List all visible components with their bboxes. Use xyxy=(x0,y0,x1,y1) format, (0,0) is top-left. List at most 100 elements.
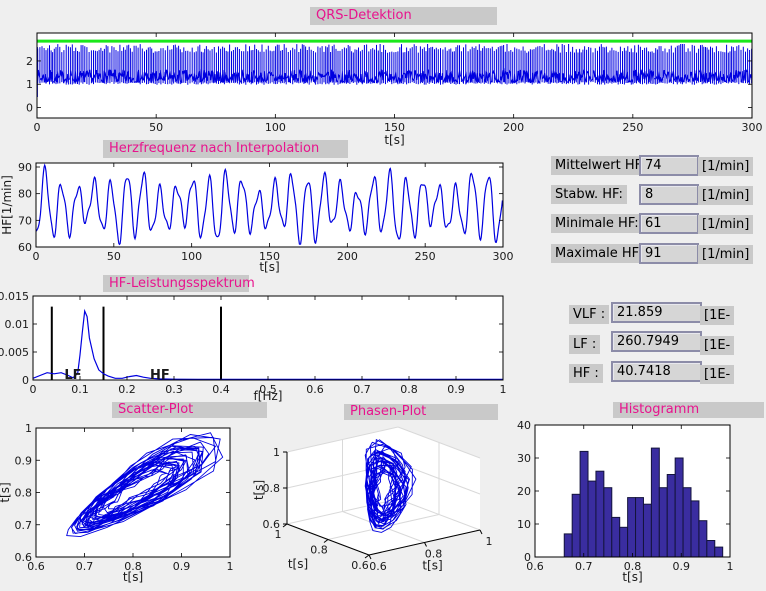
tick-label: 0.4 xyxy=(212,383,230,396)
std-hf-unit: [1/min] xyxy=(698,186,754,205)
tick-label: 0.5 xyxy=(259,383,277,396)
mean-hf-field[interactable]: 74 xyxy=(639,155,699,176)
mean-hf-unit: [1/min] xyxy=(698,157,754,176)
tick-label: 50 xyxy=(107,250,121,263)
tick-label: 0.3 xyxy=(165,383,183,396)
tick-label: t[s] xyxy=(123,570,143,584)
tick-label: 0.9 xyxy=(15,454,33,467)
tick-label: 250 xyxy=(622,121,643,134)
vlf-label: VLF : xyxy=(569,305,610,324)
tick-label: 100 xyxy=(265,121,286,134)
tick-label: 0.7 xyxy=(15,519,33,532)
tick-label: 0.8 xyxy=(400,383,418,396)
tick-label: 0.8 xyxy=(310,544,328,557)
std-hf-field[interactable]: 8 xyxy=(639,184,699,205)
tick-label: 150 xyxy=(259,250,280,263)
tick-label: 0 xyxy=(22,374,29,387)
tick-label: 0.9 xyxy=(447,383,465,396)
histogram-bar xyxy=(666,474,676,558)
hf-power-field[interactable]: 40.7418 xyxy=(611,361,702,382)
tick-label: 0.7 xyxy=(575,560,593,573)
tick-label: 2 xyxy=(26,55,33,68)
max-hf-unit: [1/min] xyxy=(698,245,754,264)
tick-label: 0 xyxy=(524,551,531,564)
lf-label: LF : xyxy=(569,335,601,354)
histogram-bar xyxy=(698,520,708,558)
tick-label: 60 xyxy=(18,241,32,254)
min-hf-field[interactable]: 61 xyxy=(639,213,699,234)
tick-label: 100 xyxy=(181,250,202,263)
histogram-bar xyxy=(706,540,716,558)
tick-label: 0 xyxy=(26,102,33,115)
tick-label: 0.7 xyxy=(353,383,371,396)
histogram-bar xyxy=(611,516,621,558)
tick-label: HF[1/min] xyxy=(0,175,14,235)
histogram-bar xyxy=(690,500,700,558)
tick-label: 0.9 xyxy=(673,560,691,573)
tick-label: 300 xyxy=(742,121,763,134)
tick-label: 200 xyxy=(503,121,524,134)
tick-label: 1 xyxy=(273,446,280,459)
histogram-bar xyxy=(595,470,605,558)
tick-label: 0 xyxy=(30,383,37,396)
tick-label: 250 xyxy=(415,250,436,263)
tick-label: 90 xyxy=(18,161,32,174)
band-annotation: LF xyxy=(64,368,81,383)
histogram-bar xyxy=(682,487,692,558)
heart-rate-plot-title: Herzfrequenz nach Interpolation xyxy=(103,140,348,158)
tick-label: 70 xyxy=(18,214,32,227)
tick-label: 0.7 xyxy=(76,560,94,573)
heart-rate-plot-canvas: 0 50 100 150 200 250 300 60 70 80 90 t[s] HF[1/min] xyxy=(0,161,514,274)
tick-label: 1 xyxy=(486,535,493,548)
histogram-bar xyxy=(619,526,629,558)
scatter-plot-canvas: 0.6 0.7 0.8 0.9 1 0.6 0.7 0.8 0.9 1 t[s] t[s] xyxy=(0,422,234,584)
tick-label: 0.8 xyxy=(263,482,281,495)
tick-label: 0.2 xyxy=(118,383,136,396)
tick-label: 80 xyxy=(18,188,32,201)
tick-label: 1 xyxy=(227,560,234,573)
tick-label: 0.6 xyxy=(306,383,324,396)
tick-label: 50 xyxy=(149,121,163,134)
vlf-field[interactable]: 21.859 xyxy=(611,302,702,323)
band-annotation: HF xyxy=(150,368,170,383)
histogram-bar xyxy=(650,447,660,558)
histogram-bar xyxy=(571,493,581,558)
tick-label: 0.01 xyxy=(5,318,30,331)
tick-label: 1 xyxy=(26,78,33,91)
histogram-bar xyxy=(563,533,573,558)
tick-label: 0.1 xyxy=(71,383,89,396)
phase-plot-title: Phasen-Plot xyxy=(344,404,498,420)
histogram-bar xyxy=(603,487,613,558)
histogram-bar xyxy=(658,487,668,558)
lf-field[interactable]: 260.7949 xyxy=(611,331,702,352)
hf-power-label: HF : xyxy=(569,364,603,383)
tick-label: 10 xyxy=(517,518,531,531)
tick-label: 0.6 xyxy=(351,559,369,572)
tick-label: 1 xyxy=(727,560,734,573)
histogram-bar xyxy=(635,497,644,558)
tick-label: 0.6 xyxy=(369,560,387,573)
histogram-plot-title: Histogramm xyxy=(613,402,764,418)
histogram-bar xyxy=(579,450,589,558)
tick-label: t[s] xyxy=(622,570,642,584)
tick-label: 30 xyxy=(517,452,531,465)
min-hf-label: Minimale HF: xyxy=(551,214,643,233)
tick-label: 150 xyxy=(384,121,405,134)
tick-label: 0.9 xyxy=(173,560,191,573)
hf-power-unit: [1E- xyxy=(700,365,735,384)
histogram-bar xyxy=(674,457,684,558)
max-hf-field[interactable]: 91 xyxy=(639,243,699,264)
tick-label: 200 xyxy=(337,250,358,263)
tick-label: 40 xyxy=(517,419,531,432)
tick-label: 20 xyxy=(517,485,531,498)
std-hf-label: Stabw. HF: xyxy=(551,185,627,204)
tick-label: t[s] xyxy=(422,559,442,573)
tick-label: 1 xyxy=(25,422,32,435)
qrs-plot-title: QRS-Detektion xyxy=(310,7,497,25)
tick-label: 0.6 xyxy=(15,551,33,564)
mean-hf-label: Mittelwert HF: xyxy=(551,156,650,175)
tick-label: f[Hz] xyxy=(254,389,283,403)
qrs-plot-canvas: 0 50 100 150 200 250 300 0 1 2 t[s] xyxy=(26,32,763,147)
